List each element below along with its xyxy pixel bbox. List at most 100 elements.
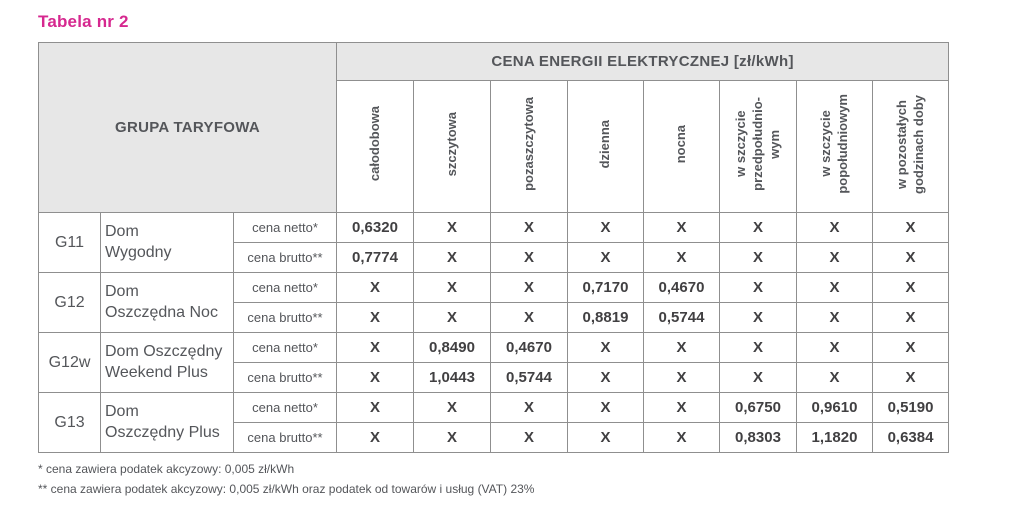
tariff-group-name: Dom Oszczędny Weekend Plus: [100, 332, 234, 393]
price-cell: 1,1820: [796, 422, 873, 453]
price-cell: 0,6320: [336, 212, 414, 243]
price-cell: X: [643, 242, 720, 273]
price-type-label: cena brutto**: [233, 422, 337, 453]
price-cell: X: [643, 212, 720, 243]
price-cell: 0,7774: [336, 242, 414, 273]
price-cell: X: [490, 422, 568, 453]
price-cell: X: [567, 332, 644, 363]
price-cell: X: [413, 302, 491, 333]
header-row-main: GRUPA TARYFOWA CENA ENERGII ELEKTRYCZNEJ…: [38, 42, 950, 213]
price-cell: 1,0443: [413, 362, 491, 393]
price-cell: X: [567, 212, 644, 243]
column-header-label: nocna: [673, 124, 689, 164]
price-type-label: cena netto*: [233, 212, 337, 243]
price-cell: X: [643, 422, 720, 453]
main-header: CENA ENERGII ELEKTRYCZNEJ [zł/kWh]: [335, 42, 950, 81]
price-cell: X: [413, 242, 491, 273]
price-type-label: cena netto*: [233, 392, 337, 423]
price-type-label: cena brutto**: [233, 362, 337, 393]
price-cell: X: [490, 242, 568, 273]
column-header-label: w pozostałych godzinach doby: [893, 94, 926, 194]
price-cell: X: [413, 272, 491, 303]
tariff-group-name: Dom Oszczędna Noc: [100, 272, 234, 333]
price-cell: X: [719, 302, 797, 333]
price-cell: X: [490, 302, 568, 333]
price-cell: X: [567, 242, 644, 273]
price-type-label: cena netto*: [233, 332, 337, 363]
price-cell: X: [336, 272, 414, 303]
price-cell: X: [871, 332, 950, 363]
price-cell: X: [413, 422, 491, 453]
column-header-szczytowa: szczytowa: [413, 80, 491, 213]
tariff-group-code: G13: [38, 392, 101, 453]
footnotes: * cena zawiera podatek akcyzowy: 0,005 z…: [38, 460, 1024, 500]
price-cell: X: [413, 392, 491, 423]
price-cell: 0,4670: [643, 272, 720, 303]
price-cell: X: [871, 302, 950, 333]
corner-header: GRUPA TARYFOWA: [38, 42, 337, 213]
price-cell: X: [336, 392, 414, 423]
price-cell: 0,6750: [719, 392, 797, 423]
price-cell: X: [796, 302, 873, 333]
price-cell: 0,7170: [567, 272, 644, 303]
column-header-label: pozaszczytowa: [520, 97, 536, 191]
price-type-label: cena brutto**: [233, 242, 337, 273]
price-cell: X: [490, 212, 568, 243]
price-cell: 0,5744: [643, 302, 720, 333]
tariff-group-name: Dom Wygodny: [100, 212, 234, 273]
table-row-g11-netto: G11 Dom Wygodny cena netto* 0,6320 X X X…: [38, 212, 950, 273]
price-cell: X: [643, 362, 720, 393]
price-cell: X: [336, 422, 414, 453]
footnote-brutto: ** cena zawiera podatek akcyzowy: 0,005 …: [38, 481, 535, 496]
price-cell: X: [719, 332, 797, 363]
table-row-g13-netto: G13 Dom Oszczędny Plus cena netto* X X X…: [38, 392, 950, 453]
table-row-g12-netto: G12 Dom Oszczędna Noc cena netto* X X X …: [38, 272, 950, 333]
price-cell: 0,4670: [490, 332, 568, 363]
column-header-label: w szczycie przedpołudnio- wym: [732, 97, 782, 191]
price-cell: 0,8490: [413, 332, 491, 363]
price-cell: X: [567, 392, 644, 423]
price-cell: X: [490, 392, 568, 423]
column-header-nocna: nocna: [643, 80, 720, 213]
price-cell: X: [796, 242, 873, 273]
column-header-calodobowa: całodobowa: [336, 80, 414, 213]
price-cell: X: [871, 272, 950, 303]
table-row-g12w-netto: G12w Dom Oszczędny Weekend Plus cena net…: [38, 332, 950, 393]
page-title: Tabela nr 2: [38, 12, 129, 31]
price-cell: X: [336, 362, 414, 393]
price-cell: X: [719, 242, 797, 273]
tariff-group-code: G12w: [38, 332, 101, 393]
price-cell: X: [719, 362, 797, 393]
tariff-table: GRUPA TARYFOWA CENA ENERGII ELEKTRYCZNEJ…: [38, 42, 950, 453]
price-cell: X: [871, 362, 950, 393]
price-cell: X: [643, 392, 720, 423]
price-cell: 0,5190: [871, 392, 950, 423]
price-cell: 0,6384: [871, 422, 950, 453]
price-cell: X: [719, 272, 797, 303]
price-cell: X: [413, 212, 491, 243]
price-cell: X: [796, 332, 873, 363]
column-header-label: całodobowa: [366, 106, 382, 182]
price-cell: X: [336, 332, 414, 363]
column-header-szczyt-przedpoludniowy: w szczycie przedpołudnio- wym: [719, 80, 797, 213]
price-cell: X: [567, 422, 644, 453]
price-cell: X: [567, 362, 644, 393]
price-cell: X: [796, 362, 873, 393]
price-cell: 0,5744: [490, 362, 568, 393]
price-cell: X: [719, 212, 797, 243]
price-cell: X: [796, 272, 873, 303]
column-header-dzienna: dzienna: [567, 80, 644, 213]
column-header-label: w szczycie popołudniowym: [817, 94, 850, 194]
column-header-pozostale-godziny: w pozostałych godzinach doby: [871, 80, 950, 213]
price-type-label: cena brutto**: [233, 302, 337, 333]
price-cell: X: [871, 212, 950, 243]
price-cell: X: [796, 212, 873, 243]
price-cell: X: [643, 332, 720, 363]
tariff-group-name: Dom Oszczędny Plus: [100, 392, 234, 453]
header-row-columns: całodobowa szczytowa pozaszczytowa dzien…: [39, 80, 950, 213]
price-cell: X: [490, 272, 568, 303]
column-header-pozaszczytowa: pozaszczytowa: [490, 80, 568, 213]
price-cell: 0,8303: [719, 422, 797, 453]
tariff-group-code: G11: [38, 212, 101, 273]
column-header-label: dzienna: [597, 119, 613, 169]
